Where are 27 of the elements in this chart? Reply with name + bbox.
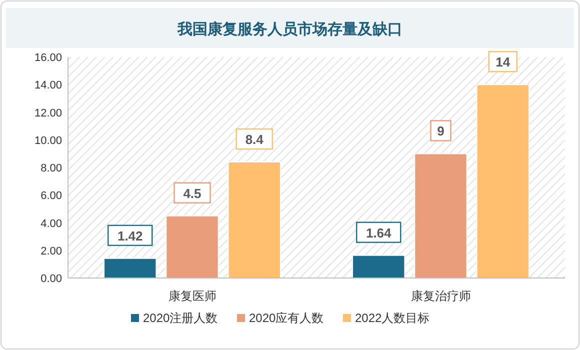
data-label: 9	[437, 124, 444, 139]
data-label: 1.64	[366, 225, 392, 240]
legend-label: 2022人数目标	[355, 311, 430, 325]
legend-label: 2020注册人数	[143, 311, 218, 325]
bar	[166, 215, 219, 278]
bar	[104, 258, 157, 278]
y-tick-label: 14.00	[34, 80, 62, 92]
bar	[352, 254, 406, 278]
y-tick-label: 8.00	[40, 162, 62, 174]
y-tick-label: 6.00	[40, 190, 62, 202]
y-tick-label: 12.00	[34, 107, 62, 120]
chart-title: 我国康复服务人员市场存量及缺口	[176, 20, 402, 38]
data-label: 14	[496, 54, 511, 70]
bar	[476, 84, 530, 278]
data-label: 8.4	[245, 132, 264, 147]
bar	[228, 161, 281, 278]
x-tick-label: 康复治疗师	[410, 289, 471, 303]
legend-label: 2020应有人数	[249, 311, 324, 325]
y-tick-label: 10.00	[34, 134, 62, 147]
y-tick-label: 2.00	[40, 245, 62, 258]
data-label: 4.5	[183, 186, 202, 201]
bar	[414, 153, 468, 278]
y-tick-label: 0.00	[40, 273, 62, 285]
x-tick-label: 康复医师	[168, 289, 216, 303]
y-tick-label: 16.00	[34, 52, 62, 64]
y-tick-label: 4.00	[40, 218, 62, 230]
data-label: 1.42	[117, 228, 143, 244]
